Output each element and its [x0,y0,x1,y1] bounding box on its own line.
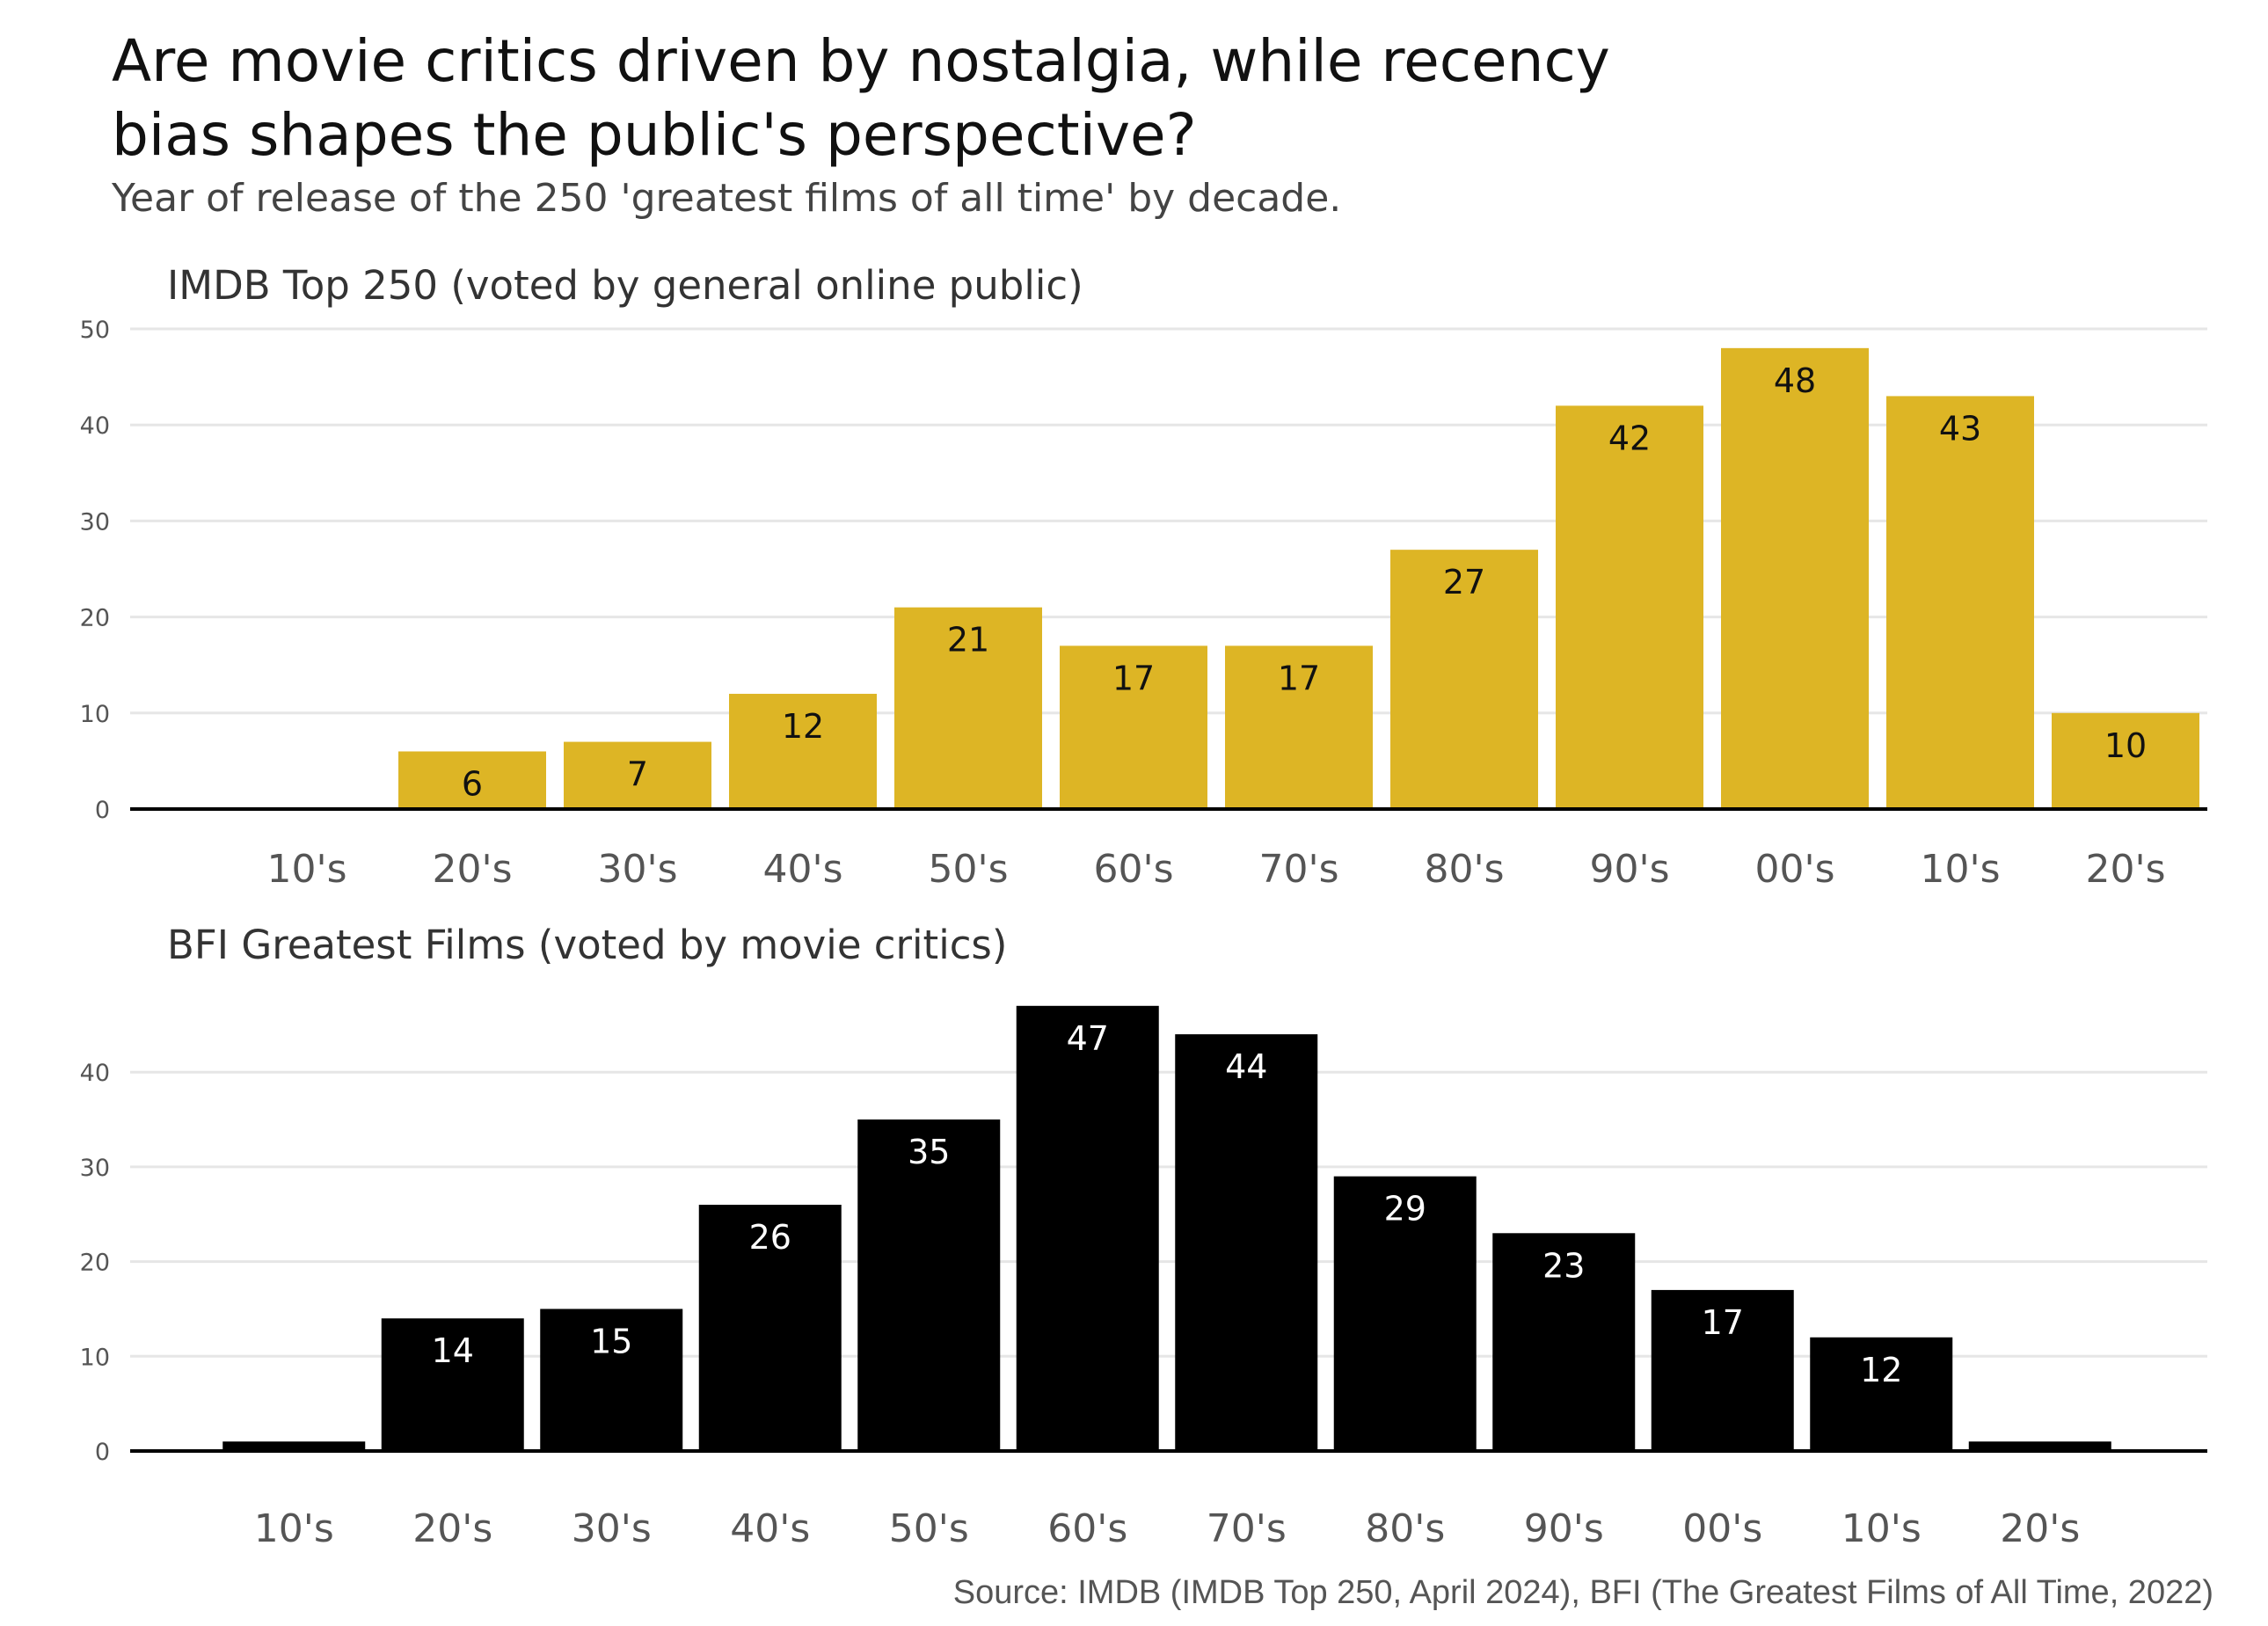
bar [398,751,546,809]
data-label: 10 [2104,726,2147,765]
bar [381,1318,524,1451]
data-label: 47 [1067,1019,1109,1058]
data-label: 26 [749,1218,791,1257]
bar [1968,1441,2111,1451]
bar [1390,550,1538,809]
y-tick-label: 20 [80,1250,110,1277]
chart-panel-2: BFI Greatest Films (voted by movie criti… [80,922,2207,1551]
x-tick-label: 20's [412,1506,492,1551]
x-tick-label: 90's [1524,1506,1604,1551]
x-tick-label: 10's [266,847,346,892]
x-tick-label: 50's [889,1506,969,1551]
x-tick-label: 20's [2000,1506,2080,1551]
x-tick-label: 20's [2085,847,2165,892]
source-note: Source: IMDB (IMDB Top 250, April 2024),… [952,1574,2213,1611]
x-tick-label: 50's [928,847,1008,892]
bar [564,741,711,809]
data-label: 42 [1608,419,1651,457]
y-tick-label: 0 [95,1439,110,1466]
bar [1810,1337,1953,1451]
x-tick-label: 10's [1841,1506,1922,1551]
bar [222,1441,366,1451]
x-tick-label: 70's [1258,847,1338,892]
data-label: 29 [1384,1190,1426,1229]
bar [1556,405,1703,809]
y-tick-label: 10 [80,701,110,728]
data-label: 12 [782,707,824,746]
data-label: 17 [1702,1303,1744,1342]
data-label: 12 [1860,1351,1902,1389]
data-label: 48 [1774,361,1816,400]
chart-subtitle: Year of release of the 250 'greatest fil… [112,176,1342,221]
x-tick-label: 70's [1207,1506,1287,1551]
x-tick-label: 40's [730,1506,810,1551]
data-label: 27 [1443,563,1485,602]
chart-title: Are movie critics driven by nostalgia, w… [112,25,2134,172]
data-label: 7 [627,755,648,794]
x-tick-label: 30's [572,1506,652,1551]
x-tick-label: 80's [1365,1506,1445,1551]
bar [1721,347,1869,810]
bar [894,607,1042,809]
data-label: 21 [947,621,989,660]
x-tick-label: 00's [1754,847,1834,892]
x-tick-label: 90's [1589,847,1669,892]
bar [1651,1289,1794,1451]
data-label: 35 [908,1133,950,1171]
data-label: 15 [590,1322,632,1360]
data-label: 6 [462,764,483,803]
y-tick-label: 40 [80,1060,110,1087]
bar [1175,1034,1318,1451]
y-tick-label: 10 [80,1344,110,1371]
bar [1225,645,1373,809]
panel-title: IMDB Top 250 (voted by general online pu… [167,262,1083,309]
x-tick-label: 00's [1682,1506,1762,1551]
bar [857,1119,1001,1451]
bar [1016,1005,1159,1451]
chart-title-line-1: Are movie critics driven by nostalgia, w… [112,27,1610,95]
y-tick-label: 30 [80,1155,110,1182]
y-tick-label: 40 [80,412,110,440]
bar [698,1204,842,1451]
data-label: 17 [1112,659,1155,697]
data-label: 23 [1542,1246,1585,1285]
bar [540,1309,683,1451]
data-label: 43 [1939,409,1981,448]
bar [1492,1233,1636,1451]
x-tick-label: 60's [1093,847,1173,892]
y-tick-label: 20 [80,605,110,632]
chart-title-line-2: bias shapes the public's perspective? [112,101,1197,169]
bar [2052,712,2199,809]
bar [729,693,877,809]
x-tick-label: 60's [1047,1506,1127,1551]
data-label: 14 [432,1331,474,1370]
x-tick-label: 40's [762,847,842,892]
x-tick-label: 80's [1424,847,1504,892]
y-tick-label: 0 [95,797,110,824]
x-tick-label: 10's [1920,847,2000,892]
data-label: 44 [1225,1047,1267,1086]
x-tick-label: 30's [597,847,677,892]
bar [1886,396,2034,809]
data-label: 17 [1278,659,1320,697]
bar [1060,645,1207,809]
y-tick-label: 30 [80,508,110,536]
y-tick-label: 50 [80,317,110,344]
chart-panel-1: IMDB Top 250 (voted by general online pu… [80,262,2207,892]
bar [1333,1176,1477,1451]
x-tick-label: 10's [254,1506,334,1551]
panel-title: BFI Greatest Films (voted by movie criti… [167,922,1007,968]
x-tick-label: 20's [432,847,512,892]
